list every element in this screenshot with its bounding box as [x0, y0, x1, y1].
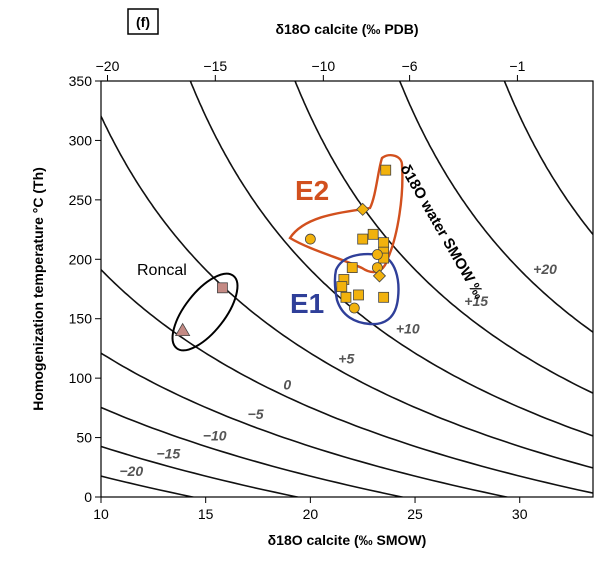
isoline — [503, 81, 593, 236]
x-tick-label: 10 — [93, 506, 109, 522]
panel-label: (f) — [136, 14, 150, 30]
data-point-circle — [304, 233, 316, 245]
isoline — [294, 81, 593, 395]
data-point-square — [378, 237, 390, 249]
data-point-triangle — [174, 322, 191, 337]
group-label-e1: E1 — [290, 288, 324, 319]
isoline-label: +20 — [533, 261, 557, 277]
data-point-square — [367, 228, 379, 240]
isoline — [101, 406, 406, 497]
data-point-square — [357, 233, 369, 245]
x-tick-label: 30 — [512, 506, 528, 522]
x-tick-label: 20 — [303, 506, 319, 522]
isoline — [101, 268, 593, 494]
top-tick-label: −1 — [509, 58, 525, 74]
data-point-square — [340, 291, 352, 303]
isoline-label: −5 — [248, 406, 264, 422]
y-tick-label: 150 — [69, 311, 93, 327]
x-tick-label: 25 — [407, 506, 423, 522]
data-point-circle — [371, 249, 383, 260]
isolines-layer — [101, 81, 593, 497]
isoline — [101, 114, 593, 469]
panel-label-box — [127, 8, 159, 35]
data-point-square — [353, 289, 364, 301]
isoline-label: +15 — [464, 293, 488, 309]
data-point-diamond — [372, 269, 387, 283]
isoline — [101, 445, 302, 497]
y-tick-label: 350 — [69, 73, 93, 89]
data-point-diamond — [356, 202, 370, 216]
data-point-square — [380, 164, 392, 176]
y-axis-title: Homogenization temperature °C (Th) — [30, 167, 46, 411]
top-tick-label: −6 — [402, 58, 418, 74]
data-point-square — [217, 282, 228, 294]
group-outline-roncal — [171, 272, 239, 352]
data-point-square — [336, 281, 348, 293]
group-outlines-layer: E2 E1 Roncal — [137, 154, 404, 352]
group-outline-e2 — [288, 154, 404, 274]
y-tick-label: 50 — [76, 430, 92, 446]
isoline-label: 0 — [283, 376, 291, 392]
isoline-title: δ18O water SMOW ‰ — [397, 162, 488, 303]
plot-frame — [100, 80, 594, 498]
y-tick-label: 300 — [69, 132, 93, 148]
x-axis-title: δ18O calcite (‰ SMOW) — [268, 532, 427, 548]
top-tick-label: −15 — [203, 58, 227, 74]
data-point-circle — [348, 302, 360, 314]
top-tick-label: −20 — [96, 58, 120, 74]
isoline — [398, 81, 593, 334]
x-tick-label: 15 — [198, 506, 214, 522]
isoline-label: +10 — [396, 321, 420, 337]
top-axis-title: δ18O calcite (‰ PDB) — [275, 21, 418, 37]
data-points-layer — [174, 164, 392, 337]
isoline-label: −15 — [156, 445, 180, 461]
y-tick-label: 250 — [69, 192, 93, 208]
y-tick-label: 0 — [84, 489, 92, 505]
isoline — [101, 352, 511, 497]
y-tick-label: 100 — [69, 370, 93, 386]
group-label-e2: E2 — [295, 175, 329, 206]
isoline-label: +5 — [338, 350, 354, 366]
top-tick-label: −10 — [311, 58, 335, 74]
data-point-square — [346, 262, 358, 274]
group-label-roncal: Roncal — [137, 262, 187, 279]
data-point-square — [378, 291, 390, 303]
y-tick-label: 200 — [69, 251, 93, 267]
isoline-label: −10 — [203, 428, 227, 444]
isoline-label: −20 — [119, 463, 143, 479]
isoline — [189, 81, 593, 437]
